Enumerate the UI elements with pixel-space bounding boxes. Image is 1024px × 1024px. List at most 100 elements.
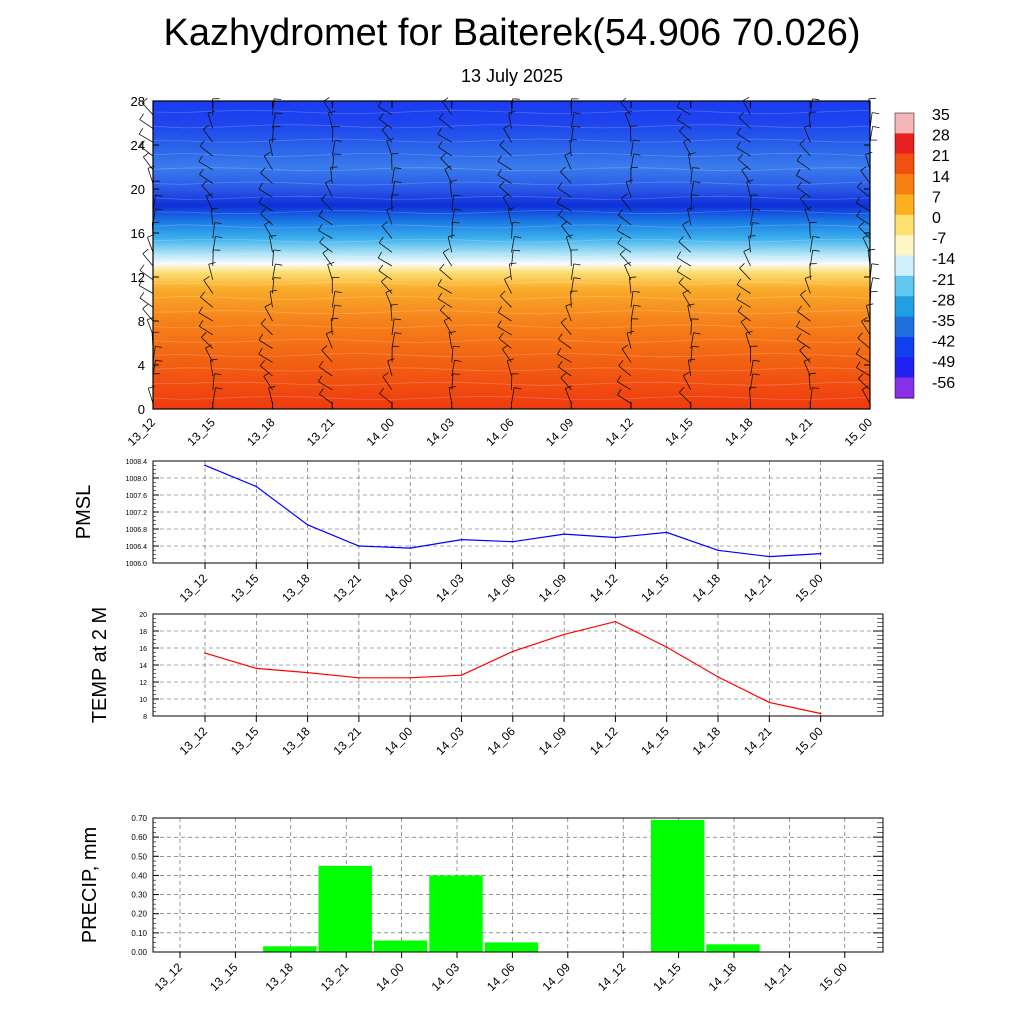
wind-barb-feather: [753, 359, 761, 362]
wind-barb-staff: [499, 186, 512, 198]
wind-barb-staff: [377, 106, 393, 116]
x-tick-label: 14_06: [484, 960, 518, 994]
series-point: [563, 533, 565, 535]
wind-barb-staff: [269, 291, 273, 308]
wind-barb-staff: [629, 126, 632, 143]
wind-barb-staff: [799, 198, 811, 212]
wind-barb-feather: [155, 359, 163, 362]
wind-barb-feather: [206, 193, 213, 197]
wind-barb-feather: [616, 224, 622, 231]
wind-barb-staff: [212, 373, 215, 390]
wind-barb-staff: [438, 118, 453, 129]
wind-barb-feather: [214, 222, 222, 224]
wind-barb-feather: [215, 387, 223, 390]
wind-barb-feather: [201, 332, 207, 338]
colorbar-label: -14: [932, 251, 955, 268]
wind-barb-staff: [630, 291, 634, 308]
wind-barb-staff: [560, 322, 572, 336]
x-tick-label: 14_03: [429, 960, 463, 994]
wind-barb-feather: [260, 208, 266, 215]
series-point: [512, 650, 514, 653]
wind-barb-feather: [693, 332, 701, 335]
x-tick-label: 13_12: [177, 571, 211, 605]
wind-barb-feather: [564, 151, 572, 156]
y-tick-label: 1008.4: [126, 459, 148, 466]
wind-barb-staff: [497, 311, 512, 322]
wind-barb-feather: [334, 304, 342, 307]
wind-barb-feather: [738, 112, 744, 118]
series-point: [306, 524, 309, 526]
precip-bar: [263, 946, 317, 952]
wind-barb-staff: [391, 332, 395, 349]
wind-barb-feather: [736, 292, 741, 300]
heatmap-contour-line: [152, 253, 871, 258]
wind-barb-staff: [797, 311, 811, 322]
precip-bar: [484, 942, 539, 952]
wind-barb-feather: [334, 291, 342, 293]
heatmap-x-tick-label: 14_15: [662, 415, 696, 449]
x-tick-label: 13_15: [207, 960, 241, 994]
wind-barb-feather: [803, 358, 811, 362]
wind-barb-staff: [320, 199, 333, 212]
wind-barb-staff: [745, 333, 751, 349]
wind-barb-feather: [573, 126, 581, 128]
wind-barb-feather: [198, 306, 203, 314]
wind-barb-staff: [508, 112, 512, 129]
wind-barb-staff: [318, 381, 333, 391]
wind-barb-staff: [504, 279, 512, 294]
wind-barb-feather: [692, 345, 700, 348]
wind-barb-staff: [560, 171, 572, 184]
heatmap-x-tick-label: 14_03: [423, 415, 457, 449]
heatmap-x-tick-label: 15_00: [842, 415, 876, 449]
wind-barb-staff: [687, 360, 692, 377]
wind-barb-staff: [141, 102, 154, 116]
wind-barb-feather: [142, 248, 149, 255]
wind-barb-feather: [260, 167, 266, 174]
series-point: [665, 531, 668, 534]
wind-barb-staff: [439, 309, 453, 322]
wind-barb-staff: [690, 332, 694, 349]
wind-barb-staff: [212, 236, 216, 253]
colorbar-label: 0: [932, 210, 941, 227]
wind-barb-feather: [560, 372, 567, 378]
colorbar-swatch: [895, 275, 914, 297]
wind-barb-staff: [386, 209, 393, 225]
wind-barb-staff: [147, 388, 154, 404]
wind-barb-staff: [621, 348, 632, 363]
heatmap-contour-line: [152, 324, 871, 329]
colorbar-label: 7: [932, 189, 941, 206]
wind-barb-staff: [569, 140, 572, 157]
wind-barb-staff: [564, 154, 572, 170]
wind-barb-staff: [391, 181, 395, 198]
x-tick-label: 14_06: [484, 571, 518, 605]
wind-barb-feather: [624, 261, 631, 266]
wind-barb-feather: [497, 155, 502, 162]
wind-barb-feather: [799, 345, 806, 351]
wind-barb-staff: [507, 209, 512, 225]
wind-barb-feather: [503, 124, 510, 129]
wind-barb-staff: [378, 270, 393, 281]
wind-barb-staff: [146, 319, 154, 335]
wind-barb-staff: [381, 281, 393, 294]
wind-barb-feather: [812, 98, 820, 101]
y-tick-label: 0.30: [131, 891, 147, 900]
heatmap-x-tick-label: 14_06: [483, 415, 517, 449]
wind-barb-feather: [513, 249, 521, 252]
wind-barb-staff: [856, 367, 871, 377]
wind-barb-feather: [273, 277, 281, 279]
wind-barb-staff: [561, 225, 572, 239]
wind-barb-staff: [440, 158, 453, 171]
wind-barb-feather: [381, 221, 388, 227]
colorbar-swatch: [895, 153, 914, 175]
x-tick-label: 13_18: [279, 724, 313, 758]
wind-barb-feather: [857, 332, 863, 339]
wind-barb-staff: [511, 236, 515, 253]
wind-barb-staff: [318, 215, 333, 226]
wind-barb-feather: [808, 372, 816, 375]
colorbar-label: -28: [932, 292, 955, 309]
wind-barb-feather: [334, 153, 342, 155]
wind-barb-feather: [753, 208, 761, 211]
heatmap-x-tick-label: 14_09: [543, 415, 577, 449]
wind-barb-staff: [565, 236, 572, 253]
wind-barb-staff: [322, 252, 333, 267]
